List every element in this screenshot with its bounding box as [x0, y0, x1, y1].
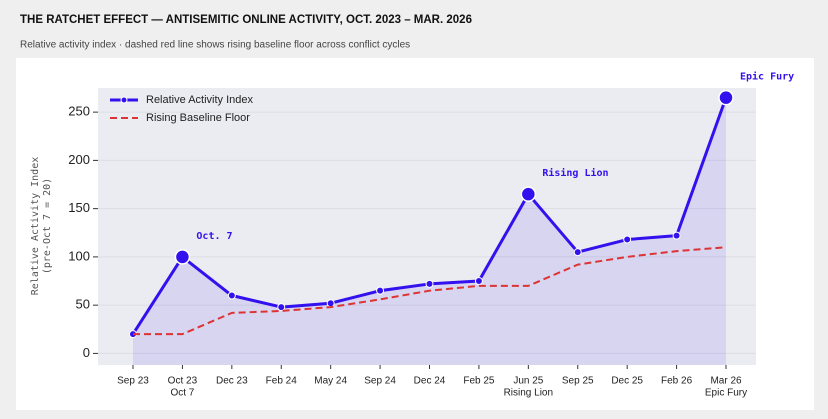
x-tick-sublabel: Epic Fury	[705, 388, 747, 399]
legend-label: Rising Baseline Floor	[146, 112, 250, 124]
marker	[174, 249, 191, 265]
marker	[718, 89, 734, 106]
marker	[520, 186, 537, 202]
x-tick-label: Jun 25	[513, 376, 543, 387]
marker	[474, 277, 483, 286]
x-tick-label: Feb 26	[661, 376, 693, 387]
x-tick-label: Sep 25	[562, 376, 594, 387]
x-tick-label: Oct 23	[168, 376, 198, 387]
x-tick-label: Sep 24	[364, 376, 396, 387]
y-tick-label: 100	[68, 248, 90, 263]
x-tick-label: Sep 23	[117, 376, 149, 387]
marker	[425, 279, 434, 288]
x-tick-label: Dec 23	[216, 376, 248, 387]
x-tick-label: Dec 24	[414, 376, 446, 387]
x-tick-label: Mar 26	[710, 376, 742, 387]
plot-area	[98, 88, 756, 365]
y-axis-note: (pre-Oct 7 = 20)	[42, 178, 53, 274]
marker	[672, 231, 681, 240]
y-tick-label: 200	[68, 152, 90, 167]
legend-label: Relative Activity Index	[146, 94, 253, 106]
x-tick-sublabel: Rising Lion	[504, 388, 553, 399]
x-tick-label: May 24	[314, 376, 347, 387]
y-tick-label: 0	[83, 345, 90, 360]
y-axis-label: Relative Activity Index	[30, 157, 41, 295]
y-tick-label: 250	[68, 104, 90, 119]
x-tick-label: Dec 25	[611, 376, 643, 387]
chart-title: THE RATCHET EFFECT — ANTISEMITIC ONLINE …	[20, 14, 472, 26]
marker	[326, 299, 335, 308]
chart-subtitle: Relative activity index · dashed red lin…	[20, 40, 410, 51]
annotation: Oct. 7	[196, 231, 232, 242]
marker	[227, 291, 236, 300]
annotation: Rising Lion	[542, 167, 608, 179]
x-tick-label: Feb 25	[463, 376, 495, 387]
x-tick-label: Feb 24	[266, 376, 298, 387]
area	[133, 97, 726, 366]
y-tick-label: 50	[76, 297, 90, 312]
marker	[376, 286, 385, 295]
series-line	[133, 246, 727, 336]
x-tick-sublabel: Oct 7	[170, 388, 194, 399]
legend-marker	[120, 96, 128, 104]
marker	[277, 303, 286, 312]
annotation: Epic Fury	[740, 71, 794, 83]
marker	[573, 248, 582, 257]
marker	[623, 235, 632, 244]
y-tick-label: 150	[68, 200, 90, 215]
